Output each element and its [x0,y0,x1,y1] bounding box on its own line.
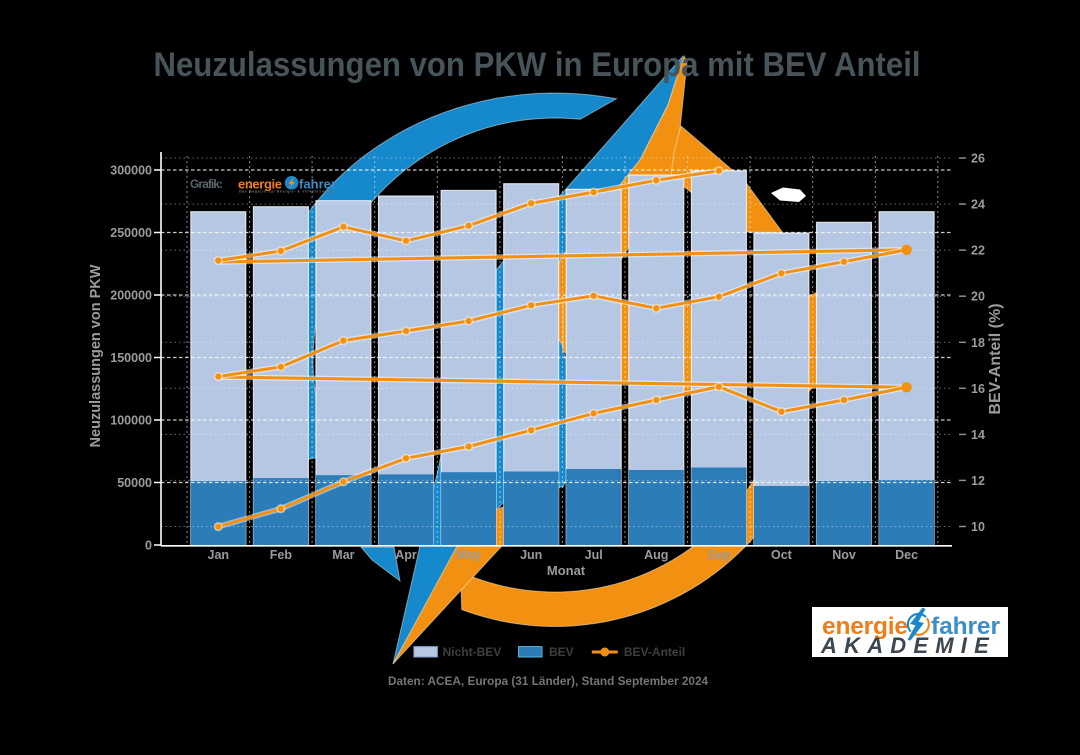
svg-text:200000: 200000 [110,289,152,303]
svg-text:BEV: BEV [549,645,574,659]
svg-text:22: 22 [971,244,985,258]
svg-text:Mar: Mar [332,548,354,562]
svg-text:Nov: Nov [832,548,856,562]
svg-text:Sep: Sep [707,548,730,562]
svg-text:24: 24 [971,198,985,212]
svg-text:Jan: Jan [208,548,230,562]
svg-text:fahrer: fahrer [931,613,1000,640]
svg-text:Jun: Jun [520,548,542,562]
svg-text:14: 14 [971,428,985,442]
svg-text:Dec: Dec [895,548,918,562]
svg-text:Feb: Feb [270,548,293,562]
svg-text:fahrer: fahrer [299,177,336,192]
svg-text:energie: energie [822,613,908,640]
svg-text:150000: 150000 [110,351,152,365]
svg-text:300000: 300000 [110,164,152,178]
svg-text:BEV-Anteil (%): BEV-Anteil (%) [987,303,1004,414]
svg-text:Nicht-BEV: Nicht-BEV [443,645,502,659]
svg-text:0: 0 [145,539,152,553]
svg-text:Aug: Aug [644,548,668,562]
svg-text:250000: 250000 [110,226,152,240]
svg-text:Daten: ACEA, Europa (31 Länder: Daten: ACEA, Europa (31 Länder), Stand S… [388,674,709,688]
svg-text:Neuzulassungen von PKW in Euro: Neuzulassungen von PKW in Europa mit BEV… [154,46,921,84]
svg-text:Jul: Jul [585,548,603,562]
svg-text:Apr: Apr [395,548,417,562]
svg-text:BEV-Anteil: BEV-Anteil [624,645,685,659]
svg-text:Monat: Monat [547,563,586,578]
svg-text:50000: 50000 [117,476,152,490]
svg-text:10: 10 [971,520,985,534]
svg-text:100000: 100000 [110,414,152,428]
svg-text:26: 26 [971,152,985,166]
svg-text:AKADEMIE: AKADEMIE [820,633,996,658]
svg-text:16: 16 [971,382,985,396]
svg-text:12: 12 [971,474,985,488]
svg-text:20: 20 [971,290,985,304]
svg-text:energie: energie [238,177,282,192]
svg-text:Grafik:: Grafik: [190,177,223,191]
svg-text:May: May [456,548,480,562]
svg-text:18: 18 [971,336,985,350]
svg-text:Neuzulassungen von PKW: Neuzulassungen von PKW [88,264,104,447]
svg-text:Das Magazin zur Energie- & Ver: Das Magazin zur Energie- & Verkehrswende [239,190,335,194]
svg-text:Oct: Oct [771,548,793,562]
